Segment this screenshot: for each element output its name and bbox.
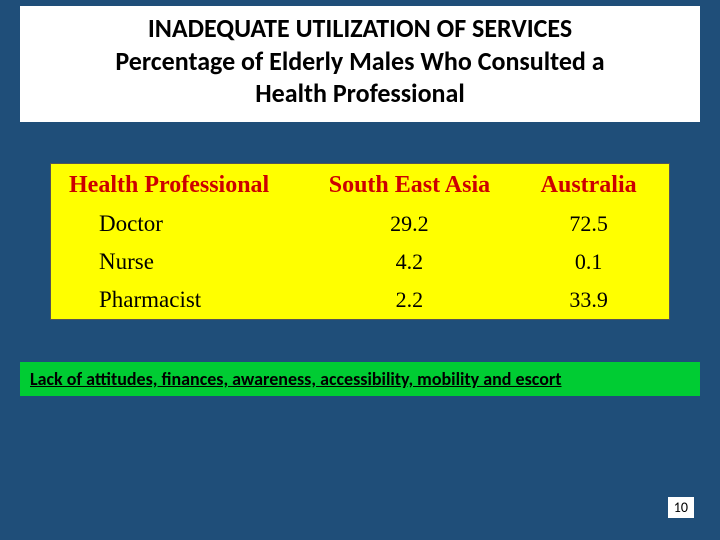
- data-table-wrap: Health Professional South East Asia Aust…: [50, 163, 670, 320]
- col-header-aus: Australia: [508, 164, 669, 205]
- table-row: Pharmacist 2.2 33.9: [51, 281, 669, 319]
- cell-profession: Pharmacist: [51, 281, 311, 319]
- cell-sea: 29.2: [311, 205, 509, 243]
- data-table: Health Professional South East Asia Aust…: [51, 164, 669, 319]
- title-line-2: Percentage of Elderly Males Who Consulte…: [32, 45, 688, 78]
- col-header-profession: Health Professional: [51, 164, 311, 205]
- page-number: 10: [668, 497, 694, 518]
- cell-profession: Nurse: [51, 243, 311, 281]
- col-header-sea: South East Asia: [311, 164, 509, 205]
- title-block: INADEQUATE UTILIZATION OF SERVICES Perce…: [20, 6, 700, 122]
- cell-sea: 2.2: [311, 281, 509, 319]
- caption-bar: Lack of attitudes, finances, awareness, …: [20, 362, 700, 396]
- title-line-1: INADEQUATE UTILIZATION OF SERVICES: [32, 12, 688, 45]
- cell-profession: Doctor: [51, 205, 311, 243]
- cell-aus: 0.1: [508, 243, 669, 281]
- cell-aus: 33.9: [508, 281, 669, 319]
- table-row: Nurse 4.2 0.1: [51, 243, 669, 281]
- title-line-3: Health Professional: [32, 77, 688, 110]
- table-row: Doctor 29.2 72.5: [51, 205, 669, 243]
- slide: INADEQUATE UTILIZATION OF SERVICES Perce…: [0, 0, 720, 540]
- table-header-row: Health Professional South East Asia Aust…: [51, 164, 669, 205]
- cell-aus: 72.5: [508, 205, 669, 243]
- cell-sea: 4.2: [311, 243, 509, 281]
